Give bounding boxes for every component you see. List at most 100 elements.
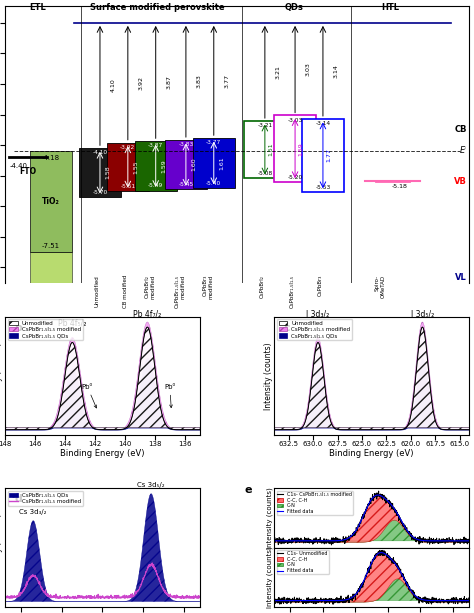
Text: Eⁱ: Eⁱ: [460, 146, 467, 155]
Text: 3.21: 3.21: [275, 65, 280, 79]
Text: CsPbBr₁.₅I₁.₅
modified: CsPbBr₁.₅I₁.₅ modified: [175, 275, 186, 308]
Legend: C1s- CsPbBr₁.₅I₁.₅ modified, C-C, C-H, C-N, Fitted data: C1s- CsPbBr₁.₅I₁.₅ modified, C-C, C-H, C…: [276, 491, 353, 515]
Text: Surface modified perovskite: Surface modified perovskite: [90, 3, 224, 12]
Text: c: c: [284, 322, 291, 332]
Text: CsPbBr₁.₅I₁.₅: CsPbBr₁.₅I₁.₅: [290, 275, 295, 308]
Fitted data: [417, 536, 422, 544]
Legend: Unmodified, CsPbBr₁.₅I₁.₅ modified, CsPbBr₁.₅I₁.₅ QDs: Unmodified, CsPbBr₁.₅I₁.₅ modified, CsPb…: [277, 319, 352, 340]
Text: -4.18: -4.18: [42, 155, 60, 161]
Bar: [302, 119, 344, 192]
C1s- CsPbBr₁.₅I₁.₅ modified: [365, 504, 370, 512]
Fitted data: [437, 597, 442, 604]
Text: CsPbBrI₂
modified: CsPbBrI₂ modified: [145, 275, 155, 299]
Bar: [165, 140, 207, 189]
X-axis label: Binding Energy (eV): Binding Energy (eV): [60, 449, 145, 458]
Fitted data: [357, 520, 363, 528]
Line: C1s- CsPbBr₁.₅I₁.₅ modified: C1s- CsPbBr₁.₅I₁.₅ modified: [274, 491, 474, 545]
C1s- Unmodified: [271, 595, 277, 602]
Text: -5.70: -5.70: [92, 190, 108, 195]
Text: 1.51: 1.51: [269, 143, 273, 156]
Text: Pb 4f₅/₂: Pb 4f₅/₂: [58, 318, 86, 327]
Fitted data: [271, 537, 277, 544]
Line: Fitted data: Fitted data: [274, 552, 474, 601]
Text: 1.58: 1.58: [106, 166, 111, 180]
Text: TiO₂: TiO₂: [42, 197, 60, 206]
Text: -3.92: -3.92: [120, 145, 136, 150]
C1s- CsPbBr₁.₅I₁.₅ modified: [376, 487, 382, 495]
Text: 1.55: 1.55: [134, 160, 139, 173]
C1s- Unmodified: [377, 547, 383, 554]
Text: -5.08: -5.08: [257, 171, 273, 176]
Bar: [244, 121, 286, 178]
Text: FTO: FTO: [19, 167, 36, 176]
C1s- Unmodified: [437, 598, 442, 606]
Text: -5.45: -5.45: [178, 182, 193, 188]
Fitted data: [365, 569, 370, 576]
Text: -7.51: -7.51: [42, 243, 60, 249]
Text: Cs 3d₃/₂: Cs 3d₃/₂: [19, 509, 47, 516]
Text: CsPbBrI₂: CsPbBrI₂: [260, 275, 265, 298]
Text: 1.77: 1.77: [327, 148, 332, 162]
Text: -4.40: -4.40: [9, 164, 27, 169]
Bar: [193, 138, 235, 188]
Text: 1.59: 1.59: [299, 142, 304, 156]
Legend: C1s- Unmodified, C-C, C-H, C-N, Fitted data: C1s- Unmodified, C-C, C-H, C-N, Fitted d…: [276, 550, 328, 574]
Text: 3.92: 3.92: [138, 76, 143, 90]
Text: 1.59: 1.59: [162, 159, 166, 173]
C1s- CsPbBr₁.₅I₁.₅ modified: [293, 539, 299, 546]
Line: C1s- Unmodified: C1s- Unmodified: [274, 550, 474, 604]
Text: I 3d₅/₂: I 3d₅/₂: [411, 310, 434, 319]
Text: Cs 3d₅/₂: Cs 3d₅/₂: [137, 482, 165, 489]
Text: d: d: [15, 494, 22, 504]
Fitted data: [293, 537, 299, 544]
Text: Pb⁰: Pb⁰: [164, 384, 175, 408]
C1s- Unmodified: [357, 587, 363, 595]
Text: b: b: [15, 322, 22, 332]
Bar: [135, 141, 177, 191]
Legend: CsPbBr₁.₅I₁.₅ QDs, CsPbBr₁.₅I₁.₅ modified: CsPbBr₁.₅I₁.₅ QDs, CsPbBr₁.₅I₁.₅ modifie…: [8, 491, 83, 506]
C1s- Unmodified: [365, 568, 370, 575]
Fitted data: [378, 549, 384, 556]
Text: -5.51: -5.51: [120, 184, 136, 189]
Fitted data: [375, 492, 381, 499]
Text: 3.14: 3.14: [333, 64, 338, 78]
Fitted data: [365, 503, 370, 511]
Fitted data: [437, 537, 442, 544]
Text: -3.14: -3.14: [315, 121, 330, 126]
Text: -5.40: -5.40: [206, 181, 221, 186]
Text: -5.18: -5.18: [392, 184, 408, 189]
Text: -3.77: -3.77: [206, 140, 221, 145]
C1s- Unmodified: [293, 596, 299, 604]
X-axis label: Binding Energy (eV): Binding Energy (eV): [329, 449, 414, 458]
Y-axis label: Intensity (counts): Intensity (counts): [264, 342, 273, 409]
Text: CsPbBr₃
modified: CsPbBr₃ modified: [203, 275, 214, 299]
Y-axis label: Intensity (counts): Intensity (counts): [0, 514, 3, 582]
Y-axis label: Intensity (counts): Intensity (counts): [0, 342, 3, 409]
Text: 1.60: 1.60: [192, 158, 197, 172]
Text: 3.77: 3.77: [224, 74, 229, 88]
Text: Unmodified: Unmodified: [95, 275, 100, 306]
Text: e: e: [245, 485, 252, 495]
Fitted data: [417, 595, 422, 603]
Fitted data: [440, 597, 446, 604]
Text: -3.87: -3.87: [148, 143, 164, 148]
C1s- CsPbBr₁.₅I₁.₅ modified: [328, 541, 334, 549]
Bar: [274, 115, 316, 182]
Text: CB: CB: [455, 125, 467, 134]
C1s- CsPbBr₁.₅I₁.₅ modified: [357, 519, 363, 527]
Text: VL: VL: [455, 273, 467, 281]
C1s- CsPbBr₁.₅I₁.₅ modified: [437, 536, 442, 544]
Line: Fitted data: Fitted data: [274, 495, 474, 541]
Text: Pb⁰: Pb⁰: [82, 384, 97, 408]
Bar: [107, 143, 149, 191]
Bar: [30, 151, 72, 253]
Text: Pb 4f₇/₂: Pb 4f₇/₂: [133, 310, 162, 319]
C1s- CsPbBr₁.₅I₁.₅ modified: [417, 536, 422, 544]
C1s- Unmodified: [417, 593, 422, 601]
Text: -3.03: -3.03: [287, 118, 303, 123]
Fitted data: [357, 585, 363, 593]
C1s- CsPbBr₁.₅I₁.₅ modified: [440, 538, 446, 546]
Text: CsPbBr₃: CsPbBr₃: [318, 275, 323, 297]
Text: I 3d₃/₂: I 3d₃/₂: [306, 310, 329, 319]
Text: -3.83: -3.83: [178, 142, 193, 147]
